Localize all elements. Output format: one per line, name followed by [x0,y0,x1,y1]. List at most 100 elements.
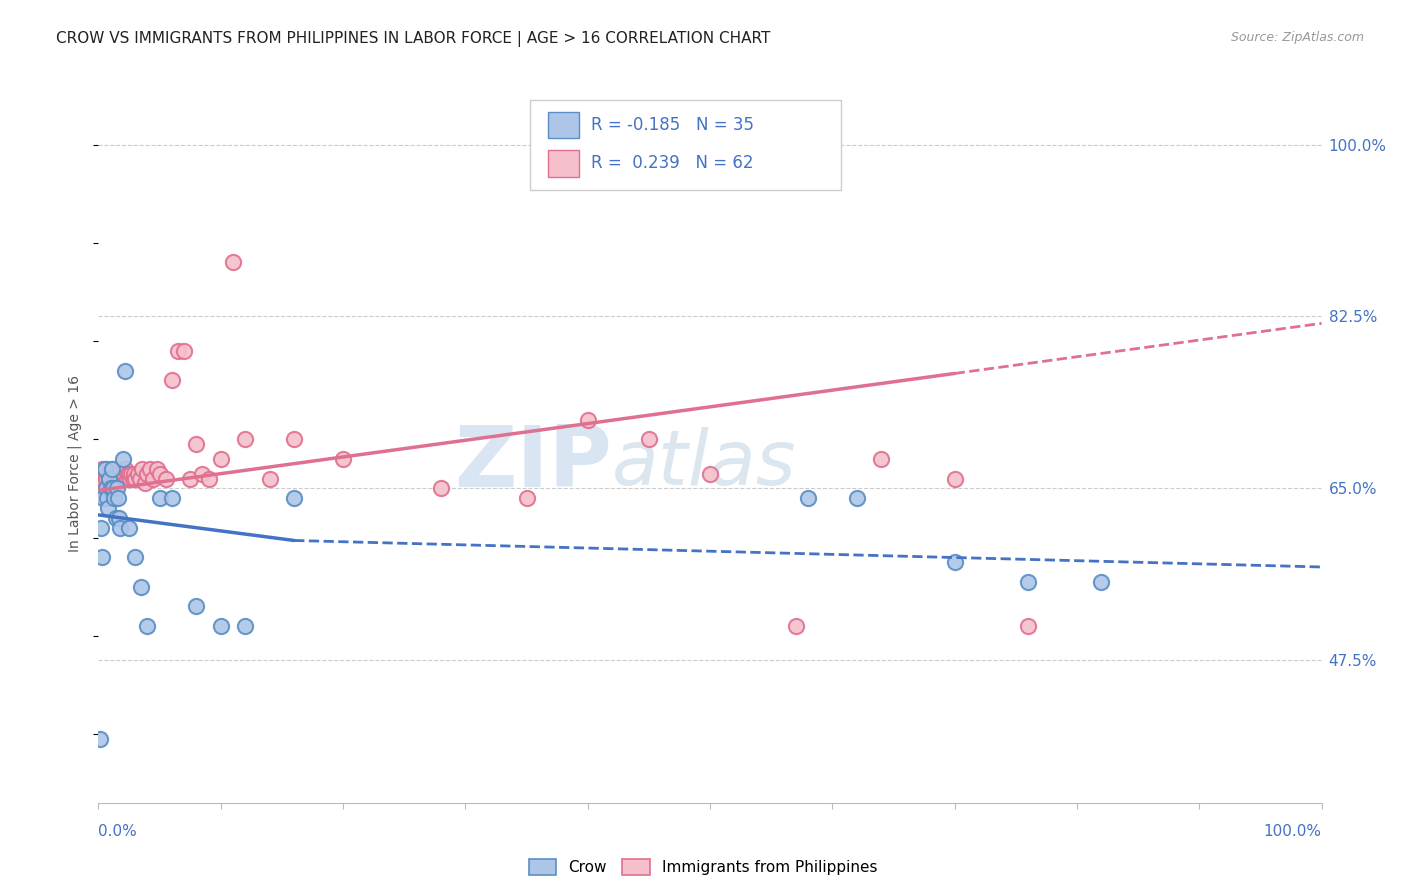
Point [97,467,120,481]
Point [124,550,146,565]
Point [186,437,208,451]
Point [103,476,125,491]
Text: Source: ZipAtlas.com: Source: ZipAtlas.com [1230,31,1364,45]
Point [197,472,219,486]
Point [209,619,232,633]
Point [943,472,966,486]
Point [186,599,208,614]
Point [118,521,141,535]
Point [136,619,159,633]
Point [149,491,172,506]
Point [259,472,281,486]
Point [576,412,599,426]
Point [98,472,121,486]
Point [100,482,122,496]
Point [121,472,143,486]
Point [107,472,129,486]
Point [120,467,142,481]
Point [430,482,453,496]
Point [105,467,128,481]
Point [108,467,131,481]
Point [870,451,893,466]
Point [114,363,136,377]
Point [97,501,120,516]
Y-axis label: In Labor Force | Age > 16: In Labor Force | Age > 16 [67,376,83,552]
Point [233,432,256,446]
Text: 0.0%: 0.0% [98,824,138,838]
Point [146,462,169,476]
Point [101,482,124,496]
Point [101,467,124,481]
Point [134,476,156,491]
Point [127,467,149,481]
Point [114,462,136,476]
Text: ZIP: ZIP [454,422,612,506]
Text: 100.0%: 100.0% [1264,824,1322,838]
Point [122,467,145,481]
Point [283,491,305,506]
Text: atlas: atlas [612,427,797,500]
Point [105,482,128,496]
Point [845,491,868,506]
Point [136,467,159,481]
Text: R =  0.239   N = 62: R = 0.239 N = 62 [591,154,754,172]
Point [94,482,117,496]
Point [100,467,122,481]
Text: CROW VS IMMIGRANTS FROM PHILIPPINES IN LABOR FORCE | AGE > 16 CORRELATION CHART: CROW VS IMMIGRANTS FROM PHILIPPINES IN L… [56,31,770,47]
Point [118,467,141,481]
Point [91,472,114,486]
Point [117,467,139,481]
Point [142,472,165,486]
Point [111,451,134,466]
Point [101,462,124,476]
Point [1017,619,1039,633]
Point [104,467,127,481]
Point [149,467,172,481]
Point [797,491,820,506]
Point [209,451,232,466]
Point [785,619,807,633]
Point [1090,574,1112,589]
Point [179,472,201,486]
Point [96,462,118,476]
Point [91,462,114,476]
Point [222,255,245,269]
Point [93,467,115,481]
Point [91,491,114,506]
Point [90,476,112,491]
Point [120,472,142,486]
Point [91,550,114,565]
Point [638,432,661,446]
Point [90,521,112,535]
Point [129,580,152,594]
Point [98,472,121,486]
Point [96,491,118,506]
Point [111,472,134,486]
Point [111,467,134,481]
Point [160,373,183,387]
Point [89,731,111,746]
Point [167,343,190,358]
Point [112,467,135,481]
Point [115,472,138,486]
Point [943,555,966,569]
Point [139,462,162,476]
Point [101,462,124,476]
Point [93,462,115,476]
Point [110,521,132,535]
Point [515,491,537,506]
Point [129,472,152,486]
Point [233,619,256,633]
Point [699,467,721,481]
Text: R = -0.185   N = 35: R = -0.185 N = 35 [591,116,754,134]
Point [1017,574,1039,589]
Point [108,511,131,525]
Point [94,472,117,486]
Point [124,472,146,486]
Point [110,472,132,486]
Point [283,432,305,446]
Legend: Crow, Immigrants from Philippines: Crow, Immigrants from Philippines [524,855,882,880]
Point [107,491,129,506]
Point [155,472,177,486]
Point [160,491,183,506]
